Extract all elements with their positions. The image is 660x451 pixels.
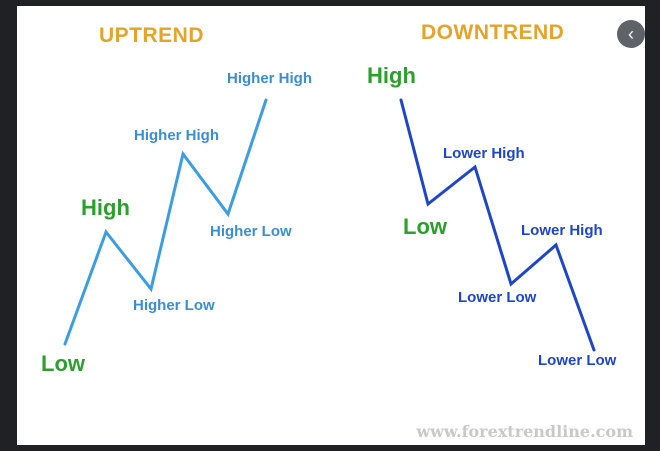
uptrend-higher-low-1-label: Higher Low: [133, 297, 215, 314]
downtrend-lower-low-1-label: Lower Low: [458, 289, 537, 306]
downtrend-title: DOWNTREND: [421, 21, 565, 44]
image-panel: UPTREND DOWNTREND Low High Higher Low Hi…: [17, 6, 645, 445]
downtrend-line: [399, 98, 596, 352]
trend-diagram: [63, 98, 596, 352]
uptrend-higher-high-1-label: Higher High: [134, 127, 219, 144]
uptrend-high-label: High: [81, 195, 130, 220]
downtrend-high-label: High: [367, 63, 416, 88]
close-button[interactable]: ‹: [617, 20, 645, 48]
close-icon: ‹: [628, 24, 634, 44]
uptrend-higher-high-2-label: Higher High: [227, 70, 312, 87]
uptrend-low-label: Low: [41, 351, 85, 376]
watermark: www.forextrendline.com: [416, 422, 633, 441]
uptrend-title: UPTREND: [99, 24, 205, 47]
downtrend-lower-low-2-label: Lower Low: [538, 352, 617, 369]
downtrend-lower-high-2-label: Lower High: [521, 222, 603, 239]
downtrend-low-label: Low: [403, 214, 447, 239]
uptrend-line: [63, 98, 268, 346]
uptrend-higher-low-2-label: Higher Low: [210, 223, 292, 240]
downtrend-lower-high-1-label: Lower High: [443, 145, 525, 162]
